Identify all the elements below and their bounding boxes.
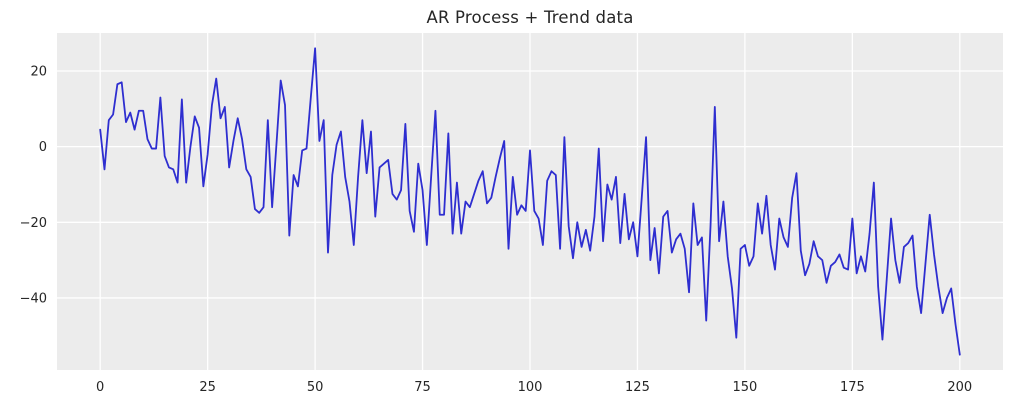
plot-area: 200−20−400 25 50 75 100 125 150 175 200: [20, 33, 1003, 395]
y-tick-label: −20: [20, 216, 47, 231]
x-tick-label: 50: [307, 380, 324, 395]
x-tick-label: 125: [625, 380, 650, 395]
series-line: [99, 47, 961, 356]
x-tick-label: 0: [96, 380, 104, 395]
y-tick-label: −40: [20, 291, 47, 306]
x-tick-label: 25: [199, 380, 216, 395]
y-tick-label: 20: [30, 65, 47, 80]
x-tick-label: 75: [414, 380, 431, 395]
chart-title: AR Process + Trend data: [426, 8, 634, 27]
x-tick-label: 200: [947, 380, 972, 395]
y-tick-label: 0: [39, 140, 47, 155]
x-tick-label: 175: [840, 380, 865, 395]
x-tick-label: 100: [518, 380, 543, 395]
x-tick-label: 150: [732, 380, 757, 395]
